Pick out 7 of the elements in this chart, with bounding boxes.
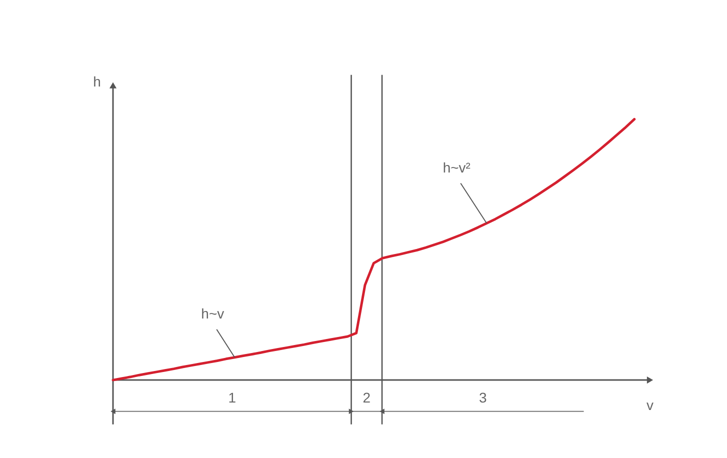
- y-axis-title: h: [93, 74, 101, 90]
- text: 2: [362, 389, 371, 406]
- x-axis-title: v: [646, 397, 654, 414]
- annotation: h~v: [201, 305, 224, 322]
- annotation: h~v²: [442, 159, 471, 176]
- text: 3: [479, 389, 488, 406]
- text: 1: [228, 389, 236, 406]
